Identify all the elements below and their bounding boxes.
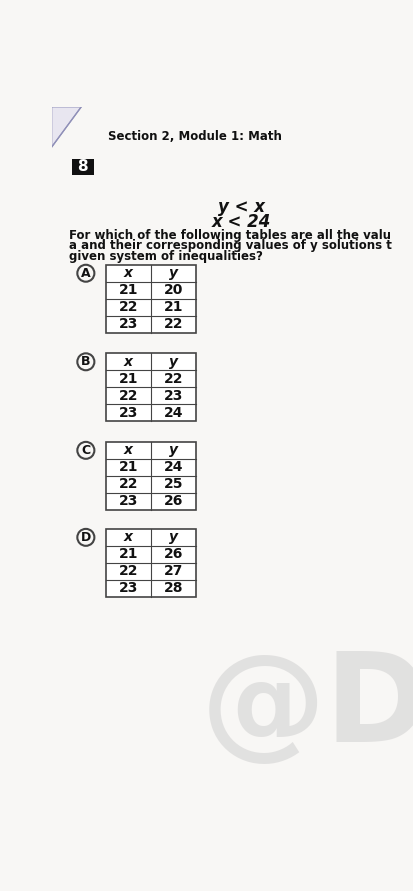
Text: y: y [169,444,178,457]
Text: 22: 22 [119,564,138,578]
Text: 21: 21 [119,283,138,298]
Text: 28: 28 [163,581,183,595]
Text: 22: 22 [163,372,183,386]
Text: 22: 22 [163,317,183,331]
Text: 26: 26 [164,547,183,561]
Text: 8: 8 [77,159,88,175]
Text: 23: 23 [164,388,183,403]
Text: 20: 20 [164,283,183,298]
Text: 21: 21 [163,300,183,315]
Text: x < 24: x < 24 [211,213,271,231]
Bar [106,442,195,510]
Text: y: y [169,530,178,544]
Text: 24: 24 [163,405,183,420]
Text: x: x [123,530,133,544]
Text: 23: 23 [119,581,138,595]
Text: 23: 23 [119,405,138,420]
Text: A: A [81,266,90,280]
Text: 22: 22 [119,300,138,315]
Bar [106,529,195,597]
Text: y < x: y < x [218,198,264,216]
Text: a and their corresponding values of y solutions t: a and their corresponding values of y so… [69,240,391,252]
Text: 21: 21 [119,547,138,561]
Text: C: C [81,444,90,457]
Text: D: D [81,531,91,544]
Text: x: x [123,266,133,281]
Text: y: y [169,355,178,369]
Text: B: B [81,356,90,368]
Text: x: x [123,355,133,369]
Text: 23: 23 [119,495,138,508]
Text: 22: 22 [119,478,138,491]
Text: 24: 24 [163,461,183,474]
Text: y: y [169,266,178,281]
Text: 22: 22 [119,388,138,403]
Text: 21: 21 [119,461,138,474]
Text: Section 2, Module 1: Math: Section 2, Module 1: Math [107,130,281,143]
Text: 26: 26 [164,495,183,508]
Text: 21: 21 [119,372,138,386]
Text: 25: 25 [163,478,183,491]
Text: 23: 23 [119,317,138,331]
Text: x: x [123,444,133,457]
Bar [106,354,195,421]
Text: 27: 27 [164,564,183,578]
Polygon shape [52,107,81,147]
Text: @D: @D [200,647,413,768]
Text: For which of the following tables are all the valu: For which of the following tables are al… [69,229,390,241]
Bar [72,159,93,175]
Bar [106,265,195,332]
Text: given system of inequalities?: given system of inequalities? [69,250,262,263]
